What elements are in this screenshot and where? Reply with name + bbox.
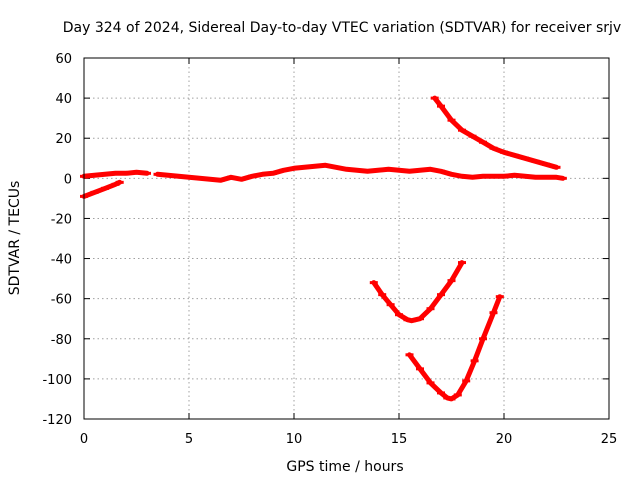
y-tick-label: -60 [51, 293, 72, 308]
x-axis-label: GPS time / hours [286, 459, 403, 475]
series-line-4 [432, 95, 559, 170]
x-tick-label: 0 [80, 432, 88, 447]
series-line-5 [371, 260, 465, 324]
x-tick-label: 20 [496, 432, 513, 447]
x-tick-labels: 0 5 10 15 20 25 [80, 432, 617, 447]
y-tick-label: 20 [55, 132, 72, 147]
x-tick-label: 25 [601, 432, 618, 447]
chart-title: Day 324 of 2024, Sidereal Day-to-day VTE… [63, 20, 621, 36]
x-tick-label: 10 [286, 432, 303, 447]
y-tick-label: 60 [55, 52, 72, 67]
data-series [80, 95, 567, 402]
y-tick-label: -20 [51, 212, 72, 227]
plot-frame [83, 57, 610, 420]
x-tick-label: 15 [391, 432, 408, 447]
y-axis-label: SDTVAR / TECUs [7, 181, 23, 296]
axis-ticks [83, 57, 610, 420]
y-tick-label: 40 [55, 92, 72, 107]
y-tick-labels: -120 -100 -80 -60 -40 -20 0 20 40 60 [42, 52, 72, 428]
y-tick-label: 0 [64, 172, 72, 187]
y-tick-label: -100 [42, 373, 72, 388]
series-line-6 [407, 294, 503, 402]
y-tick-label: -40 [51, 253, 72, 268]
y-tick-label: -120 [42, 413, 72, 428]
x-tick-label: 5 [185, 432, 193, 447]
series-line-3 [155, 162, 566, 183]
grid-lines [84, 58, 609, 419]
y-tick-label: -80 [51, 333, 72, 348]
